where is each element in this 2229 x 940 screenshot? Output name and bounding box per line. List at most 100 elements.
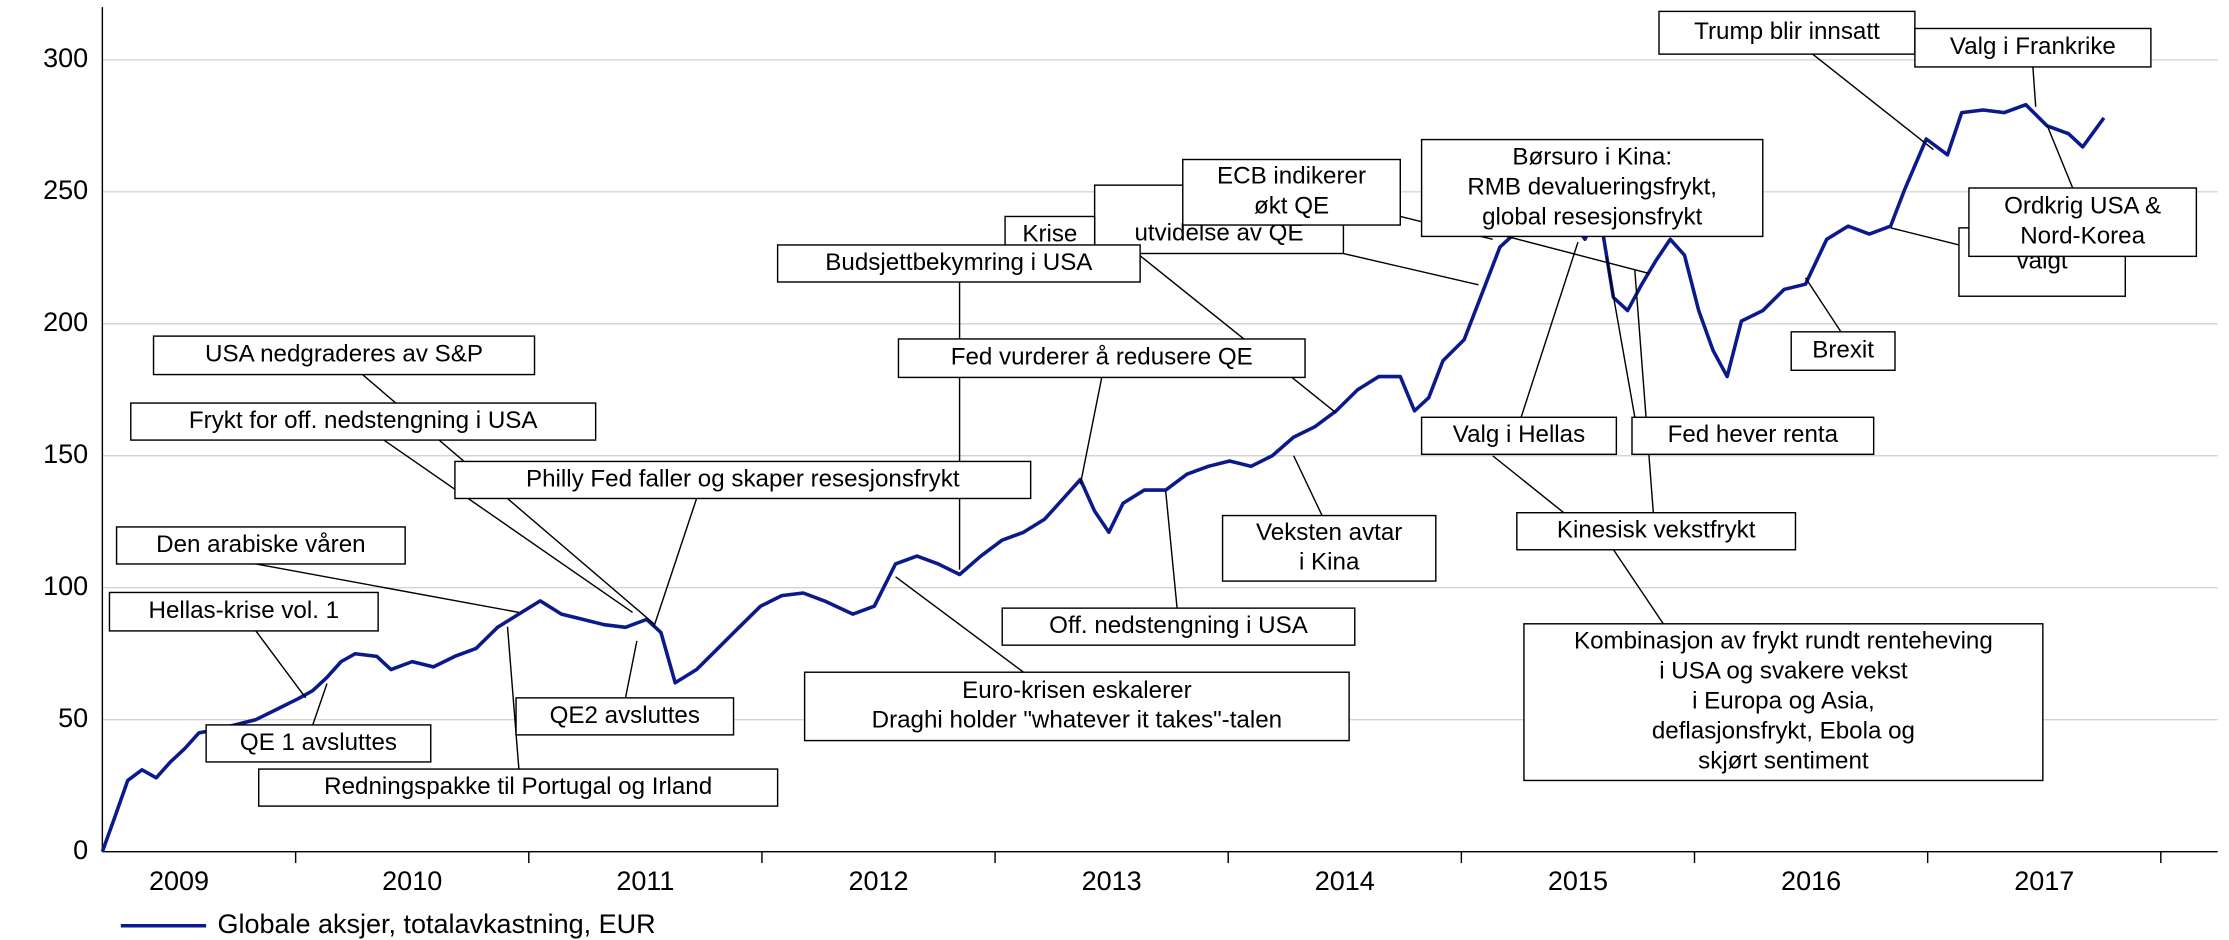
annotation-text: Den arabiske våren bbox=[156, 531, 365, 558]
y-tick-label: 200 bbox=[43, 307, 88, 337]
annotation-text: Budsjettbekymring i USA bbox=[825, 249, 1093, 276]
leader-line bbox=[255, 563, 520, 614]
x-tick-label: 2009 bbox=[149, 866, 209, 896]
annotation-box bbox=[803, 671, 1350, 742]
annotation-box bbox=[1420, 416, 1618, 456]
annotation-text: Hellas-krise vol. 1 bbox=[149, 597, 340, 624]
annotation-text: Off. nedstengning i USA bbox=[1049, 612, 1309, 639]
annotation-text: deflasjonsfrykt, Ebola og bbox=[1652, 717, 1915, 744]
annotation-box bbox=[897, 338, 1306, 379]
annotation-box bbox=[1221, 514, 1437, 582]
annotation-box bbox=[1001, 607, 1356, 646]
y-tick-label: 50 bbox=[58, 703, 88, 733]
leader-line bbox=[1890, 227, 1960, 246]
x-tick-label: 2017 bbox=[2014, 866, 2074, 896]
annotation-box bbox=[258, 768, 779, 807]
leader-line bbox=[895, 576, 1024, 673]
annotation-text: i Europa og Asia, bbox=[1692, 688, 1875, 715]
leader-line bbox=[2032, 66, 2037, 107]
annotation-box bbox=[1523, 623, 2044, 782]
annotation-box bbox=[205, 724, 432, 763]
annotation-text: Ordkrig USA & bbox=[2004, 193, 2161, 220]
x-tick-label: 2010 bbox=[382, 866, 442, 896]
annotation-text: Kinesisk vekstfrykt bbox=[1557, 517, 1756, 544]
y-tick-label: 100 bbox=[43, 571, 88, 601]
leader-line bbox=[1293, 455, 1323, 516]
leader-line bbox=[2046, 125, 2074, 189]
annotation-text: QE2 avsluttes bbox=[550, 702, 700, 729]
x-tick-label: 2015 bbox=[1548, 866, 1608, 896]
leader-line bbox=[1804, 277, 1842, 333]
annotation-text: Euro-krisen eskalerer bbox=[962, 677, 1192, 704]
leader-line bbox=[624, 640, 638, 698]
annotation-text: Kombinasjon av frykt rundt renteheving bbox=[1574, 628, 1993, 655]
legend-label: Globale aksjer, totalavkastning, EUR bbox=[218, 909, 656, 939]
annotation-box bbox=[1420, 138, 1764, 238]
x-tick-label: 2012 bbox=[848, 866, 908, 896]
annotation-text: Børsuro i Kina: bbox=[1512, 143, 1672, 170]
annotation-text: Valg i Frankrike bbox=[1950, 33, 2116, 60]
leader-line bbox=[653, 498, 698, 627]
annotation-text: USA nedgraderes av S&P bbox=[205, 341, 483, 368]
annotation-text: Fed hever renta bbox=[1668, 421, 1839, 448]
annotation-box bbox=[1914, 27, 2152, 68]
leader-line bbox=[506, 626, 520, 770]
annotation-box bbox=[1182, 158, 1401, 226]
annotation-box bbox=[1516, 511, 1797, 551]
x-tick-label: 2016 bbox=[1781, 866, 1841, 896]
annotation-box bbox=[115, 526, 406, 565]
annotation-text: Fed vurderer å redusere QE bbox=[951, 344, 1253, 371]
leader-line bbox=[1612, 549, 1664, 625]
annotation-text: ECB indikerer bbox=[1217, 163, 1366, 190]
annotation-text: skjørt sentiment bbox=[1698, 747, 1869, 774]
annotation-text: Philly Fed faller og skaper resesjonsfry… bbox=[526, 465, 960, 492]
annotation-box bbox=[108, 591, 379, 632]
annotation-text: i USA og svakere vekst bbox=[1659, 658, 1908, 685]
leader-line bbox=[1079, 377, 1103, 485]
annotation-text: Valg i Hellas bbox=[1453, 421, 1585, 448]
leader-line bbox=[1165, 491, 1178, 609]
y-tick-label: 150 bbox=[43, 439, 88, 469]
leader-line bbox=[1343, 252, 1479, 286]
annotation-text: i Kina bbox=[1299, 549, 1360, 576]
x-tick-label: 2013 bbox=[1082, 866, 1142, 896]
annotation-text: økt QE bbox=[1254, 193, 1329, 220]
leader-line bbox=[1506, 235, 1650, 275]
y-tick-label: 250 bbox=[43, 175, 88, 205]
annotation-box bbox=[776, 244, 1141, 283]
annotation-box bbox=[454, 460, 1032, 500]
leader-line bbox=[312, 683, 328, 726]
leader-line bbox=[1812, 53, 1934, 151]
annotation-text: global resesjonsfrykt bbox=[1482, 203, 1702, 230]
annotation-box bbox=[515, 697, 735, 736]
leader-line bbox=[1520, 241, 1579, 418]
annotation-box bbox=[152, 335, 536, 376]
annotation-box bbox=[130, 402, 597, 441]
leader-line bbox=[1605, 256, 1636, 418]
leader-line bbox=[1634, 270, 1655, 513]
annotation-box bbox=[1790, 331, 1896, 372]
annotation-text: QE 1 avsluttes bbox=[240, 729, 397, 756]
leader-line bbox=[383, 439, 634, 613]
annotation-text: Brexit bbox=[1812, 336, 1874, 363]
plot: 0 50 100 150 200 250 300 2009 2010 2011 2012 2013 20… bbox=[43, 7, 2218, 939]
annotation-text: Draghi holder "whatever it takes"-talen bbox=[872, 707, 1282, 734]
annotation-box bbox=[1968, 187, 2198, 258]
y-tick-label: 300 bbox=[43, 43, 88, 73]
annotation-text: Veksten avtar bbox=[1256, 519, 1402, 546]
annotation-text: RMB devalueringsfrykt, bbox=[1467, 173, 1717, 200]
annotation-text: Redningspakke til Portugal og Irland bbox=[324, 773, 712, 800]
x-tick-label: 2014 bbox=[1315, 866, 1375, 896]
annotation-text: Frykt for off. nedstengning i USA bbox=[189, 407, 538, 434]
annotation-box bbox=[1631, 416, 1875, 456]
data-line bbox=[100, 102, 2106, 853]
annotation-text: Trump blir innsatt bbox=[1694, 18, 1880, 45]
y-tick-label: 0 bbox=[73, 835, 88, 865]
annotation-text: Krise bbox=[1022, 220, 1077, 247]
leader-line bbox=[255, 630, 307, 699]
leader-line bbox=[1492, 455, 1565, 514]
leader-line bbox=[1136, 252, 1337, 414]
x-tick-label: 2011 bbox=[616, 866, 674, 896]
annotation-text: Nord-Korea bbox=[2020, 223, 2145, 250]
